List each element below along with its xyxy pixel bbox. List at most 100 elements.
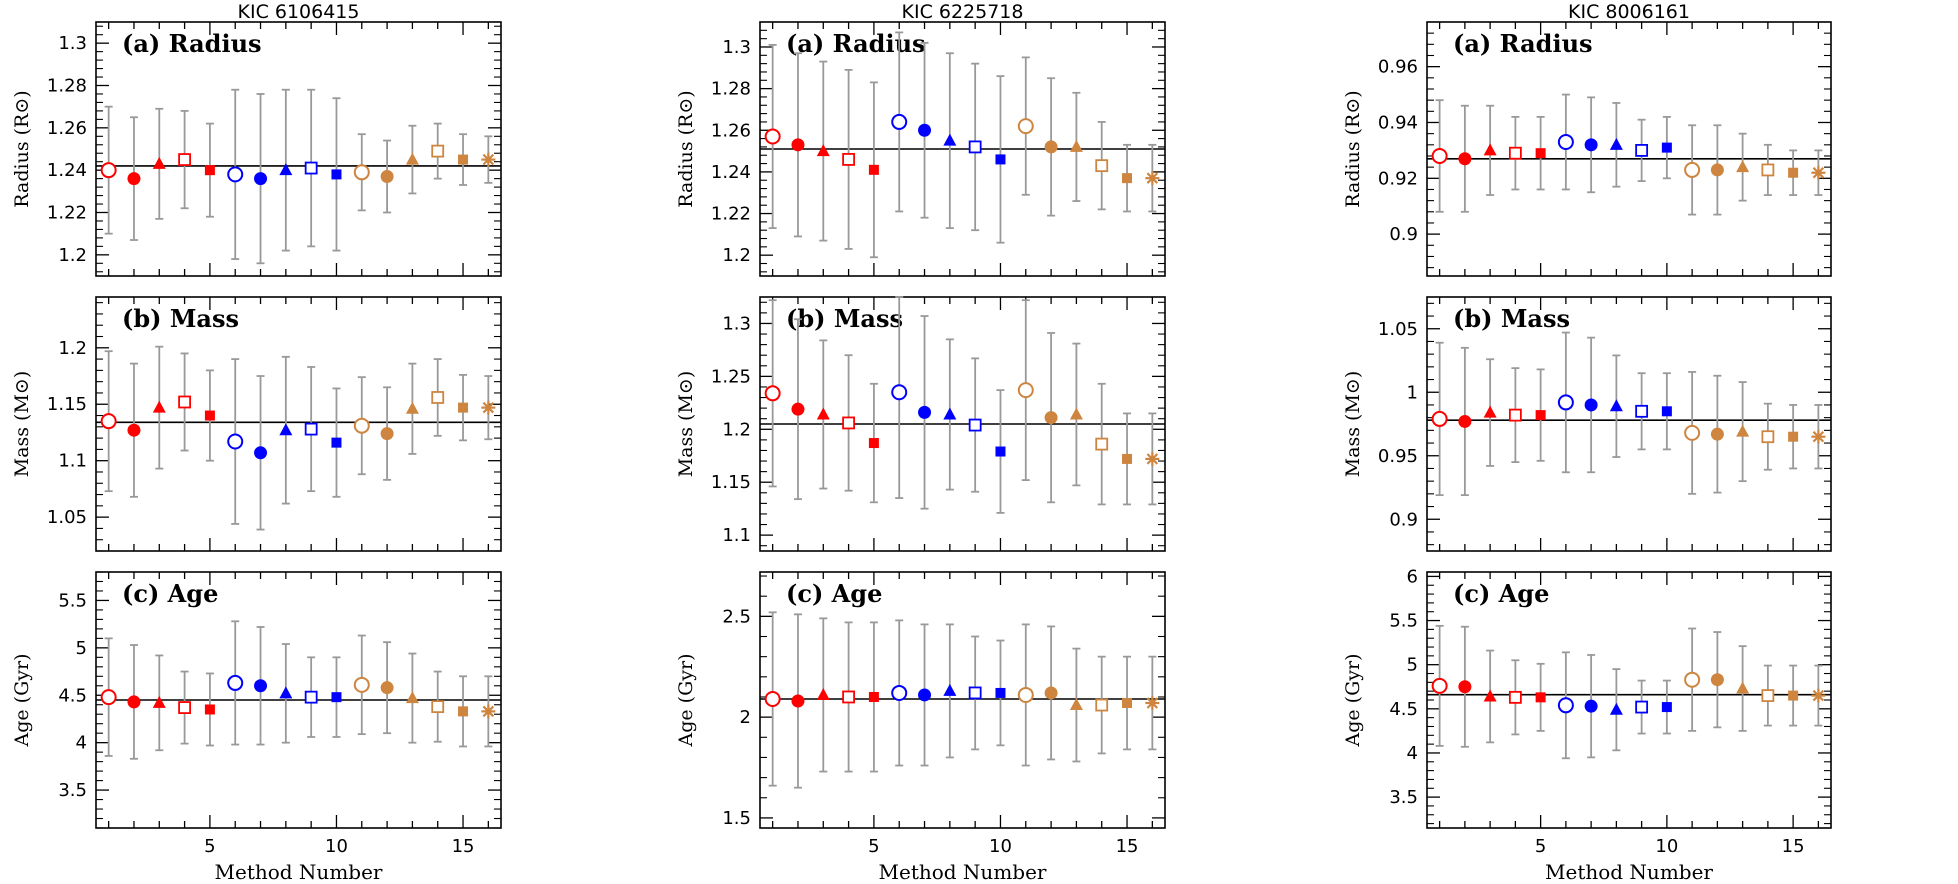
data-point-method-2 — [127, 172, 141, 186]
data-point-method-2 — [791, 694, 805, 708]
data-point-method-5 — [868, 691, 879, 702]
data-point-method-10 — [995, 446, 1006, 457]
x-axis-title: Method Number — [215, 860, 383, 884]
data-point-method-4 — [178, 395, 191, 409]
data-point-method-5 — [204, 410, 215, 421]
y-axis-title: Age (Gyr) — [1342, 654, 1364, 748]
y-tick-label: 1.5 — [722, 808, 751, 829]
panel-label: (b) Mass — [1453, 304, 1570, 333]
panel: 1.05 1.1 1.15 1.2 Mass (M⊙) (b) Mass — [11, 296, 502, 552]
y-axis-title: Mass (M⊙) — [1342, 371, 1364, 478]
data-point-method-8 — [943, 683, 957, 696]
asterisk-stroke — [482, 401, 495, 414]
data-point-method-14 — [1761, 689, 1775, 702]
y-tick-label: 0.9 — [1389, 224, 1418, 245]
y-axis-title: Age (Gyr) — [11, 654, 33, 748]
y-tick-label: 1.1 — [722, 525, 751, 546]
data-point-method-10 — [995, 154, 1006, 165]
data-point-method-6 — [891, 113, 908, 130]
panel: 5 10 15 3.5 4 4.5 5 5.5 Age (Gyr) (c) Age — [11, 571, 502, 857]
data-point-method-6 — [1557, 134, 1574, 151]
data-point-method-2 — [791, 402, 805, 416]
y-tick-label: 4.5 — [58, 685, 87, 706]
y-tick-label: 0.94 — [1378, 112, 1418, 133]
data-point-method-7 — [1584, 699, 1598, 713]
plot-frame — [95, 21, 502, 277]
data-point-method-9 — [1635, 143, 1649, 157]
y-tick-label: 4 — [1407, 743, 1418, 764]
y-tick-label: 5.5 — [1389, 611, 1418, 632]
data-point-method-5 — [1535, 692, 1546, 703]
asterisk-stroke — [1146, 453, 1159, 465]
data-point-method-10 — [331, 437, 342, 448]
data-point-method-4 — [178, 701, 191, 714]
data-point-method-10 — [995, 687, 1006, 698]
data-point-method-8 — [1609, 137, 1623, 150]
y-axis-title: Mass (M⊙) — [11, 371, 33, 478]
data-point-method-1 — [100, 413, 117, 430]
data-point-method-12 — [1044, 686, 1058, 700]
data-point-method-11 — [353, 676, 370, 693]
y-tick-label: 1.3 — [58, 33, 87, 54]
data-point-method-8 — [279, 163, 293, 176]
y-tick-label: 1.24 — [711, 162, 751, 183]
asterisk-stroke — [1812, 166, 1825, 179]
y-tick-label: 6 — [1407, 566, 1418, 587]
y-tick-label: 1.28 — [47, 76, 87, 97]
data-point-method-6 — [227, 433, 244, 450]
y-tick-label: 1.15 — [711, 472, 751, 493]
data-point-method-5 — [868, 164, 879, 175]
chart-title: KIC 6106415 — [238, 1, 360, 23]
data-point-method-12 — [1710, 163, 1724, 177]
data-point-method-1 — [1431, 410, 1448, 427]
data-point-method-10 — [1661, 702, 1672, 713]
data-point-method-15 — [458, 706, 469, 717]
data-point-method-15 — [1122, 453, 1133, 464]
y-tick-label: 1.2 — [722, 245, 751, 266]
asterisk-stroke — [1146, 697, 1159, 709]
y-tick-label: 4 — [76, 733, 87, 754]
data-point-method-15 — [458, 402, 469, 413]
data-point-method-7 — [254, 679, 268, 693]
data-point-method-2 — [791, 138, 805, 152]
data-point-method-1 — [100, 162, 117, 179]
y-tick-label: 5 — [1407, 655, 1418, 676]
data-point-method-3 — [152, 695, 166, 708]
data-point-method-16 — [1145, 451, 1160, 466]
data-point-method-11 — [1684, 671, 1701, 688]
x-tick-label: 15 — [1782, 836, 1805, 857]
data-point-method-11 — [1017, 382, 1034, 399]
data-point-method-12 — [1044, 140, 1058, 154]
data-point-method-10 — [331, 692, 342, 703]
data-point-method-6 — [1557, 394, 1574, 411]
panel: 5 10 15 1.5 2 2.5 Age (Gyr) (c) Age — [675, 571, 1166, 857]
panel: 0.9 0.95 1 1.05 Mass (M⊙) (b) Mass — [1342, 296, 1832, 552]
x-tick-label: 10 — [989, 836, 1012, 857]
data-point-method-7 — [918, 688, 932, 702]
data-point-method-5 — [1535, 410, 1546, 421]
data-point-method-3 — [816, 407, 830, 420]
data-point-method-16 — [481, 152, 496, 167]
data-point-method-5 — [204, 165, 215, 176]
y-tick-label: 1.2 — [58, 245, 87, 266]
data-point-method-13 — [1736, 681, 1750, 694]
data-point-method-15 — [1122, 173, 1133, 184]
data-point-method-16 — [1145, 696, 1160, 711]
data-point-method-3 — [816, 144, 830, 157]
data-point-method-10 — [1661, 406, 1672, 417]
data-point-method-11 — [1017, 118, 1034, 135]
y-tick-label: 1.25 — [711, 366, 751, 387]
y-tick-label: 0.92 — [1378, 168, 1418, 189]
x-axis-title: Method Number — [879, 860, 1047, 884]
chart-title: KIC 8006161 — [1568, 1, 1690, 23]
data-point-method-16 — [481, 704, 496, 719]
data-point-method-14 — [431, 700, 445, 714]
data-point-method-1 — [1431, 147, 1448, 164]
y-tick-label: 5.5 — [58, 590, 87, 611]
data-point-method-13 — [405, 152, 419, 165]
data-point-method-2 — [1458, 680, 1472, 694]
data-point-method-11 — [353, 417, 370, 434]
data-point-method-3 — [152, 156, 166, 169]
data-point-method-12 — [380, 681, 394, 695]
plot-frame — [1426, 296, 1832, 552]
